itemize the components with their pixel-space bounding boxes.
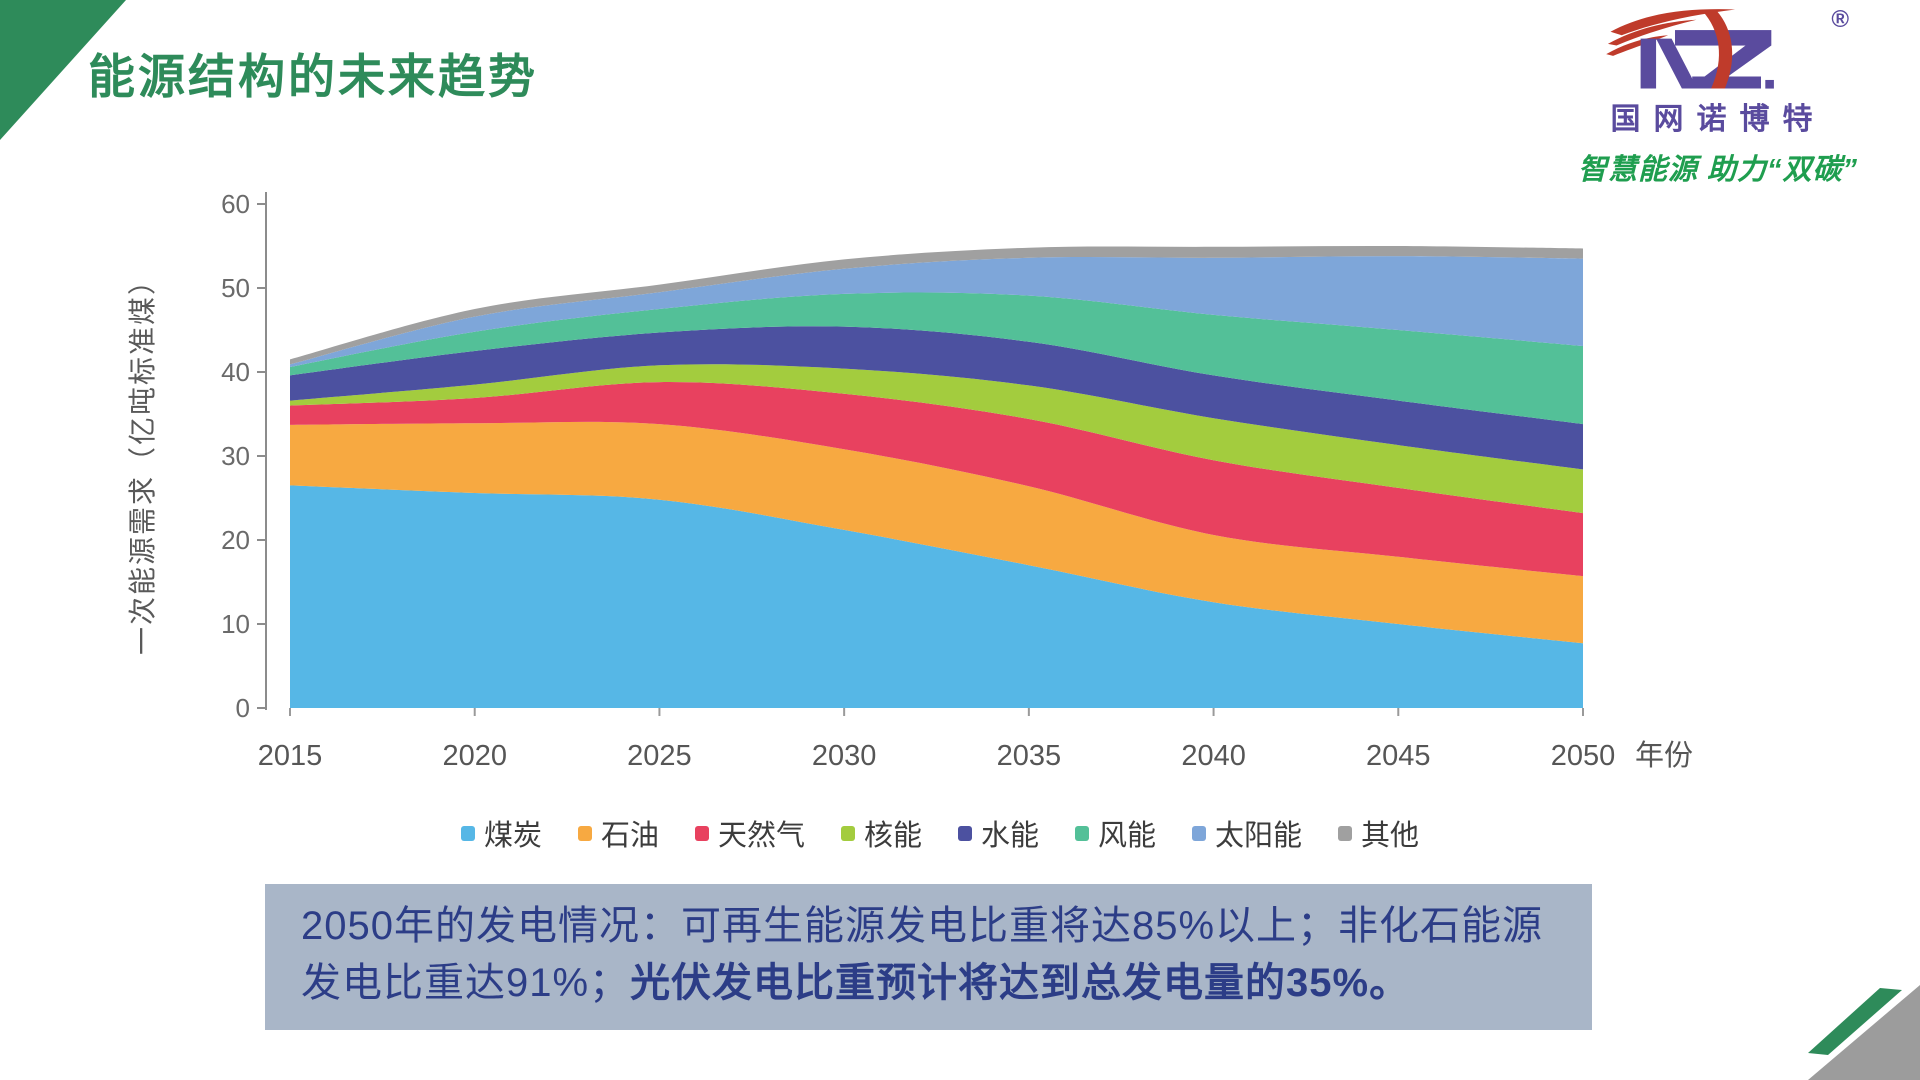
corner-stripe-decoration — [1808, 985, 1920, 1080]
svg-text:2045: 2045 — [1366, 740, 1431, 772]
legend-swatch — [460, 825, 475, 841]
svg-text:年份: 年份 — [1635, 739, 1693, 772]
legend-label: 水能 — [981, 820, 1040, 852]
legend-swatch — [840, 825, 855, 841]
legend-item: 煤炭 — [460, 812, 542, 854]
svg-text:60: 60 — [221, 189, 250, 219]
legend-item: 石油 — [577, 812, 659, 854]
legend-label: 核能 — [863, 820, 922, 852]
svg-text:30: 30 — [221, 441, 250, 471]
svg-text:40: 40 — [221, 357, 250, 387]
legend-item: 太阳能 — [1192, 812, 1302, 854]
callout-text: 2050年的发电情况：可再生能源发电比重将达85%以上；非化石能源发电比重达91… — [301, 904, 1544, 1005]
registered-trademark-icon: ® — [1831, 6, 1849, 33]
legend-item: 其他 — [1338, 812, 1419, 854]
legend-label: 石油 — [600, 820, 659, 852]
legend-item: 天然气 — [694, 812, 805, 854]
svg-text:20: 20 — [221, 525, 250, 555]
page-title: 能源结构的未来趋势 — [88, 50, 538, 103]
svg-text:2015: 2015 — [258, 740, 323, 772]
legend-label: 天然气 — [717, 820, 805, 852]
legend-swatch — [694, 825, 709, 841]
logo-slogan-text: 智慧能源 助力“双碳” — [1577, 154, 1859, 186]
legend-label: 其他 — [1361, 820, 1420, 852]
legend-swatch — [1192, 825, 1207, 841]
svg-text:50: 50 — [221, 273, 250, 303]
area-太阳能 — [290, 256, 1583, 367]
area-天然气 — [290, 382, 1583, 577]
svg-text:2050: 2050 — [1551, 740, 1616, 772]
callout-text-bold: 光伏发电比重预计将达到总发电量的35%。 — [630, 960, 1411, 1005]
company-logo: ® 国网诺博特 智慧能源 助力“双碳” — [1538, 6, 1898, 188]
svg-text:2025: 2025 — [627, 740, 692, 772]
chart-legend: 煤炭 石油 天然气 核能 水能 风能 太阳能 其他 — [280, 812, 1600, 854]
legend-swatch — [958, 825, 972, 841]
legend-label: 风能 — [1098, 820, 1157, 852]
svg-text:10: 10 — [221, 609, 250, 639]
legend-label: 太阳能 — [1215, 820, 1303, 852]
svg-text:2035: 2035 — [997, 740, 1062, 772]
area-水能 — [290, 326, 1583, 470]
legend-item: 核能 — [840, 812, 922, 854]
logo-mark-icon — [1606, 9, 1774, 89]
summary-callout: 2050年的发电情况：可再生能源发电比重将达85%以上；非化石能源发电比重达91… — [265, 884, 1592, 1030]
svg-text:2020: 2020 — [442, 740, 507, 772]
area-风能 — [290, 292, 1583, 425]
logo-mark: ® — [1593, 6, 1849, 92]
svg-text:2030: 2030 — [812, 740, 877, 772]
area-煤炭 — [290, 485, 1583, 708]
area-石油 — [290, 421, 1583, 644]
svg-text:2040: 2040 — [1181, 740, 1246, 772]
svg-text:一次能源需求（亿吨标准煤）: 一次能源需求（亿吨标准煤） — [127, 265, 158, 655]
legend-item: 风能 — [1075, 812, 1156, 854]
area-核能 — [290, 364, 1583, 514]
legend-label: 煤炭 — [483, 820, 542, 852]
logo-brand-text: 国网诺博特 — [1610, 103, 1826, 136]
legend-swatch — [1075, 825, 1090, 841]
svg-text:0: 0 — [236, 693, 250, 723]
legend-item: 水能 — [958, 812, 1039, 854]
legend-swatch — [1338, 825, 1353, 841]
legend-swatch — [577, 825, 592, 841]
